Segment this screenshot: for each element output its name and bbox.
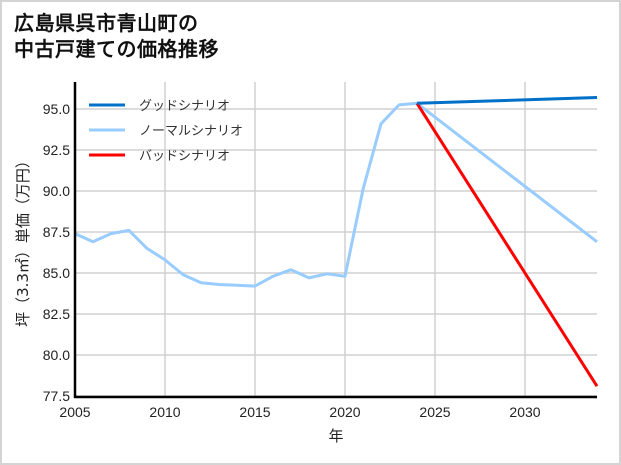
x-axis-ticks: 2005 2010 2015 2020 2025 2030	[59, 404, 540, 420]
y-axis-ticks: 77.5 80.0 82.5 85.0 87.5 90.0 92.5 95.0	[43, 101, 70, 404]
y-axis-label: 坪（3.3㎡）単価（万円）	[14, 153, 32, 327]
x-axis-label: 年	[328, 427, 343, 445]
y-tick-label: 82.5	[43, 306, 70, 322]
y-tick-label: 87.5	[43, 224, 70, 240]
chart-title: 広島県呉市青山町の 中古戸建ての価格推移	[14, 10, 219, 62]
x-tick-label: 2020	[329, 404, 360, 420]
axes	[73, 82, 597, 399]
chart-title-line-2: 中古戸建ての価格推移	[14, 37, 219, 61]
y-tick-label: 95.0	[43, 101, 70, 117]
y-tick-label: 92.5	[43, 142, 70, 158]
y-tick-label: 80.0	[43, 347, 70, 363]
chart-title-line-1: 広島県呉市青山町の	[14, 11, 199, 35]
x-tick-label: 2005	[59, 404, 90, 420]
series-line-1	[74, 101, 598, 288]
y-tick-label: 85.0	[43, 265, 70, 281]
data-series	[74, 96, 599, 388]
x-tick-label: 2025	[419, 404, 450, 420]
x-tick-label: 2015	[239, 404, 270, 420]
series-line-0	[416, 96, 598, 105]
y-tick-label: 77.5	[43, 388, 70, 404]
x-tick-label: 2030	[509, 404, 540, 420]
legend-label: ノーマルシナリオ	[139, 124, 243, 139]
x-tick-label: 2010	[149, 404, 180, 420]
y-tick-label: 90.0	[43, 183, 70, 199]
legend-label: グッドシナリオ	[139, 99, 230, 114]
series-line-2	[415, 102, 599, 388]
legend-label: バッドシナリオ	[139, 149, 230, 164]
